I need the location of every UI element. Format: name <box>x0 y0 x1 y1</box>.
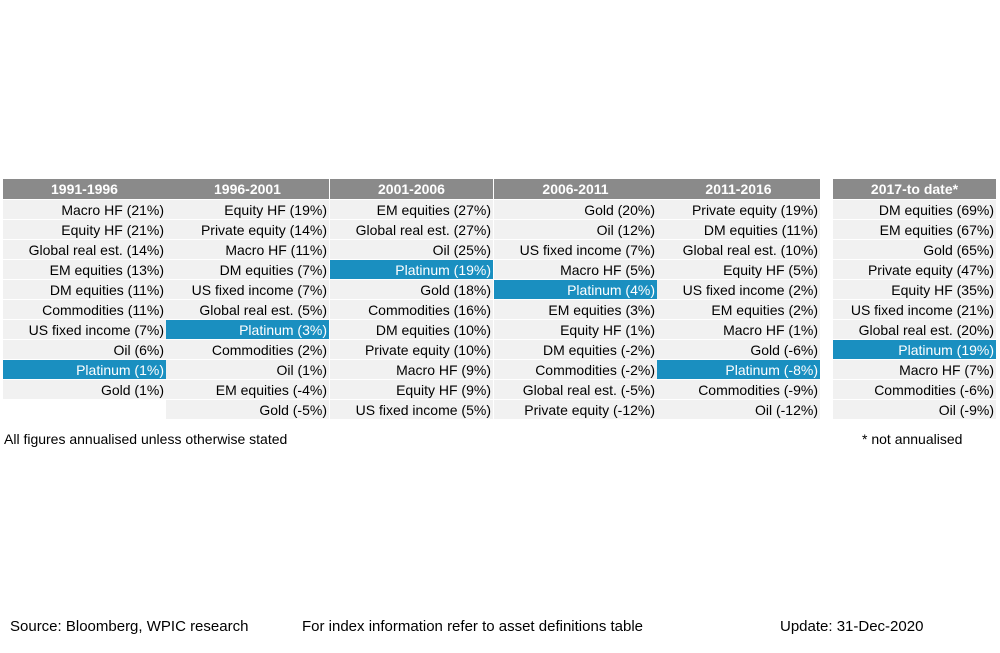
asset-return-cell: Commodities (-2%) <box>494 360 657 380</box>
not-annualised-note: * not annualised <box>862 431 963 447</box>
period-column: 2017-to date* DM equities (69%) EM equitie… <box>833 179 996 420</box>
asset-return-cell: Private equity (10%) <box>330 340 493 360</box>
asset-return-cell: Global real est. (-5%) <box>494 380 657 400</box>
period-column: 2006-2011 Gold (20%) Oil (12%) US fixed inc… <box>494 179 657 420</box>
asset-return-cell: Oil (25%) <box>330 240 493 260</box>
asset-return-cell: Global real est. (14%) <box>3 240 166 260</box>
asset-return-cell: Platinum (3%) <box>166 320 329 340</box>
asset-return-cell: Commodities (-6%) <box>833 380 996 400</box>
period-header: 1996-2001 <box>166 179 329 200</box>
asset-return-cell: Gold (18%) <box>330 280 493 300</box>
asset-return-cell: Macro HF (5%) <box>494 260 657 280</box>
asset-return-cell: Oil (1%) <box>166 360 329 380</box>
asset-return-cell: Platinum (4%) <box>494 280 657 300</box>
asset-return-cell: US fixed income (2%) <box>657 280 820 300</box>
asset-return-cell: Commodities (-9%) <box>657 380 820 400</box>
asset-return-cell: US fixed income (7%) <box>494 240 657 260</box>
asset-return-cell: EM equities (3%) <box>494 300 657 320</box>
asset-return-cell: Gold (-6%) <box>657 340 820 360</box>
period-column: 2011-2016 Private equity (19%) DM equities… <box>657 179 820 420</box>
asset-return-cell: Private equity (47%) <box>833 260 996 280</box>
asset-return-cell: Oil (6%) <box>3 340 166 360</box>
asset-return-cell: EM equities (-4%) <box>166 380 329 400</box>
asset-return-cell: Equity HF (1%) <box>494 320 657 340</box>
asset-return-cell: EM equities (67%) <box>833 220 996 240</box>
asset-return-cell: Platinum (19%) <box>833 340 996 360</box>
period-header: 2011-2016 <box>657 179 820 200</box>
asset-return-cell: Private equity (14%) <box>166 220 329 240</box>
asset-return-cell: Macro HF (9%) <box>330 360 493 380</box>
asset-return-cell: Equity HF (19%) <box>166 200 329 220</box>
period-header: 2006-2011 <box>494 179 657 200</box>
asset-return-cell: Equity HF (35%) <box>833 280 996 300</box>
asset-return-cell: Macro HF (11%) <box>166 240 329 260</box>
asset-return-cell: Platinum (19%) <box>330 260 493 280</box>
period-header: 2001-2006 <box>330 179 493 200</box>
annualised-note: All figures annualised unless otherwise … <box>4 431 288 447</box>
period-header: 2017-to date* <box>833 179 996 200</box>
asset-return-cell: DM equities (7%) <box>166 260 329 280</box>
asset-return-cell: EM equities (13%) <box>3 260 166 280</box>
asset-return-cell: Equity HF (9%) <box>330 380 493 400</box>
asset-return-cell: Oil (12%) <box>494 220 657 240</box>
asset-return-cell: US fixed income (7%) <box>3 320 166 340</box>
asset-return-cell: Global real est. (10%) <box>657 240 820 260</box>
asset-return-cell: Oil (-12%) <box>657 400 820 420</box>
asset-return-cell: Macro HF (21%) <box>3 200 166 220</box>
index-info-note: For index information refer to asset def… <box>302 618 644 635</box>
period-header: 1991-1996 <box>3 179 166 200</box>
asset-return-cell: Oil (-9%) <box>833 400 996 420</box>
asset-return-cell: Macro HF (1%) <box>657 320 820 340</box>
update-date: Update: 31-Dec-2020 <box>780 618 924 635</box>
asset-return-cell: DM equities (-2%) <box>494 340 657 360</box>
asset-return-cell: Equity HF (5%) <box>657 260 820 280</box>
asset-return-cell: DM equities (69%) <box>833 200 996 220</box>
asset-return-cell: EM equities (2%) <box>657 300 820 320</box>
asset-return-cell: Commodities (16%) <box>330 300 493 320</box>
empty-cell <box>3 400 166 420</box>
period-column: 2001-2006 EM equities (27%) Global real es… <box>330 179 493 420</box>
period-column: 1996-2001 Equity HF (19%) Private equity (… <box>166 179 329 420</box>
source-note: Source: Bloomberg, WPIC research <box>10 618 249 635</box>
asset-return-cell: Private equity (-12%) <box>494 400 657 420</box>
asset-return-cell: US fixed income (5%) <box>330 400 493 420</box>
asset-return-cell: Private equity (19%) <box>657 200 820 220</box>
asset-return-cell: Gold (65%) <box>833 240 996 260</box>
asset-return-cell: Global real est. (27%) <box>330 220 493 240</box>
asset-return-cell: US fixed income (21%) <box>833 300 996 320</box>
asset-return-cell: Commodities (2%) <box>166 340 329 360</box>
asset-return-cell: Equity HF (21%) <box>3 220 166 240</box>
asset-return-cell: DM equities (11%) <box>3 280 166 300</box>
asset-return-cell: Global real est. (20%) <box>833 320 996 340</box>
asset-return-cell: Global real est. (5%) <box>166 300 329 320</box>
asset-return-cell: Gold (1%) <box>3 380 166 400</box>
asset-return-cell: DM equities (10%) <box>330 320 493 340</box>
asset-return-cell: Commodities (11%) <box>3 300 166 320</box>
asset-return-cell: Gold (20%) <box>494 200 657 220</box>
asset-return-cell: US fixed income (7%) <box>166 280 329 300</box>
asset-return-cell: Platinum (1%) <box>3 360 166 380</box>
period-column: 1991-1996 Macro HF (21%) Equity HF (21%) Gl… <box>3 179 166 420</box>
asset-return-cell: Platinum (-8%) <box>657 360 820 380</box>
asset-return-cell: DM equities (11%) <box>657 220 820 240</box>
asset-return-cell: Gold (-5%) <box>166 400 329 420</box>
asset-return-cell: EM equities (27%) <box>330 200 493 220</box>
asset-return-cell: Macro HF (7%) <box>833 360 996 380</box>
